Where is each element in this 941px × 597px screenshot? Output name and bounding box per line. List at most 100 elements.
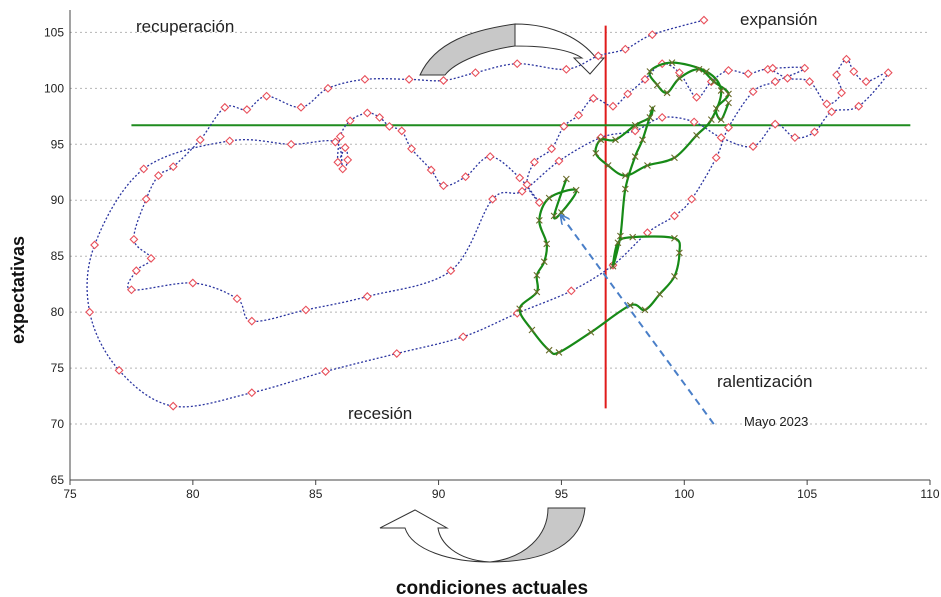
reference-lines: [131, 25, 911, 409]
cycle-arrow-bottom: [379, 507, 586, 563]
history-point: [657, 112, 667, 122]
recent-point: [675, 249, 683, 257]
y-tick-label: 90: [51, 193, 65, 207]
recent-point: [644, 162, 651, 169]
recent-point: [717, 87, 725, 94]
history-line: [86, 19, 889, 408]
recent-point: [653, 81, 661, 89]
history-point: [724, 65, 733, 75]
history-point: [439, 181, 448, 191]
cycle-arrow-bottom-shaded: [489, 507, 586, 563]
recent-point: [543, 240, 551, 248]
recent-point: [641, 306, 649, 314]
annotation-arrow: [561, 216, 715, 425]
recent-point: [550, 212, 558, 220]
recent-point: [612, 136, 619, 144]
history-point: [716, 133, 726, 143]
recent-point: [540, 258, 548, 266]
history-point: [608, 101, 618, 111]
y-tick-label: 85: [51, 249, 65, 263]
recent-point: [695, 65, 703, 73]
recent-point: [555, 349, 563, 356]
history-point: [647, 30, 657, 40]
quadrant-label-recuperacion: recuperación: [136, 17, 234, 36]
x-tick-label: 80: [186, 487, 200, 501]
history-point: [195, 135, 205, 145]
recent-point: [609, 262, 617, 270]
recent-point: [621, 185, 629, 193]
recent-point: [587, 328, 595, 336]
history-point: [375, 112, 385, 122]
history-point: [126, 285, 136, 295]
tick-labels: 65 70 75 80 85 90 95 100 105 75 80 85 90 95 100 105 110: [44, 25, 940, 501]
history-point: [689, 117, 699, 127]
history-point: [446, 266, 456, 276]
history-point: [338, 164, 348, 174]
history-point: [384, 121, 394, 131]
history-point: [335, 132, 345, 141]
history-point: [837, 88, 846, 98]
history-point: [674, 68, 684, 78]
recent-point: [535, 216, 543, 224]
history-point: [748, 142, 758, 151]
history-point: [296, 102, 306, 112]
history-point: [188, 278, 198, 288]
history-point: [426, 165, 436, 175]
y-tick-label: 70: [51, 417, 65, 431]
recent-point: [572, 186, 580, 194]
history-point: [407, 144, 417, 154]
history-point: [168, 401, 178, 411]
recent-point: [629, 233, 637, 241]
recent-point: [614, 239, 622, 247]
x-tick-label: 75: [63, 487, 77, 501]
history-point: [522, 180, 532, 190]
history-point: [711, 153, 721, 163]
history-point: [114, 365, 124, 375]
recent-point: [558, 209, 565, 216]
x-tick-label: 95: [555, 487, 569, 501]
x-tick-label: 105: [797, 487, 817, 501]
history-point: [345, 116, 355, 126]
x-tick-label: 85: [309, 487, 323, 501]
history-point: [439, 76, 448, 85]
recent-point: [712, 105, 720, 112]
gridlines: [70, 31, 930, 425]
y-tick-label: 65: [51, 473, 65, 487]
history-point: [85, 307, 95, 317]
history-point: [574, 110, 584, 120]
history-point: [232, 294, 242, 304]
cycle-arrow-top-white: [514, 23, 606, 75]
recent-point: [671, 272, 678, 280]
axes: [69, 10, 931, 485]
history-point: [770, 119, 780, 129]
recent-point: [516, 305, 524, 313]
recent-point: [562, 175, 570, 183]
recent-point: [617, 232, 624, 240]
history-point: [362, 108, 372, 118]
history-point: [343, 155, 353, 165]
history-point: [360, 74, 370, 84]
history-point: [743, 69, 753, 79]
recent-point: [631, 121, 639, 129]
history-point: [517, 186, 527, 196]
quadrant-label-recesion: recesión: [348, 404, 412, 423]
history-point: [883, 68, 893, 78]
history-point: [330, 137, 340, 147]
history-series: [85, 15, 893, 411]
history-point: [225, 136, 235, 146]
history-point: [630, 126, 640, 136]
history-point: [220, 102, 230, 112]
recent-series: [516, 59, 732, 356]
history-point: [301, 305, 311, 315]
cycle-arrow-top-shaded: [419, 23, 516, 76]
recent-point: [668, 59, 676, 66]
recent-point: [533, 271, 541, 279]
history-point: [692, 92, 702, 102]
history-point: [566, 286, 576, 296]
history-point: [458, 332, 468, 342]
history-point: [141, 194, 151, 204]
y-tick-label: 75: [51, 361, 65, 375]
recent-point: [639, 136, 646, 144]
history-point: [392, 349, 402, 358]
history-point: [854, 101, 864, 111]
